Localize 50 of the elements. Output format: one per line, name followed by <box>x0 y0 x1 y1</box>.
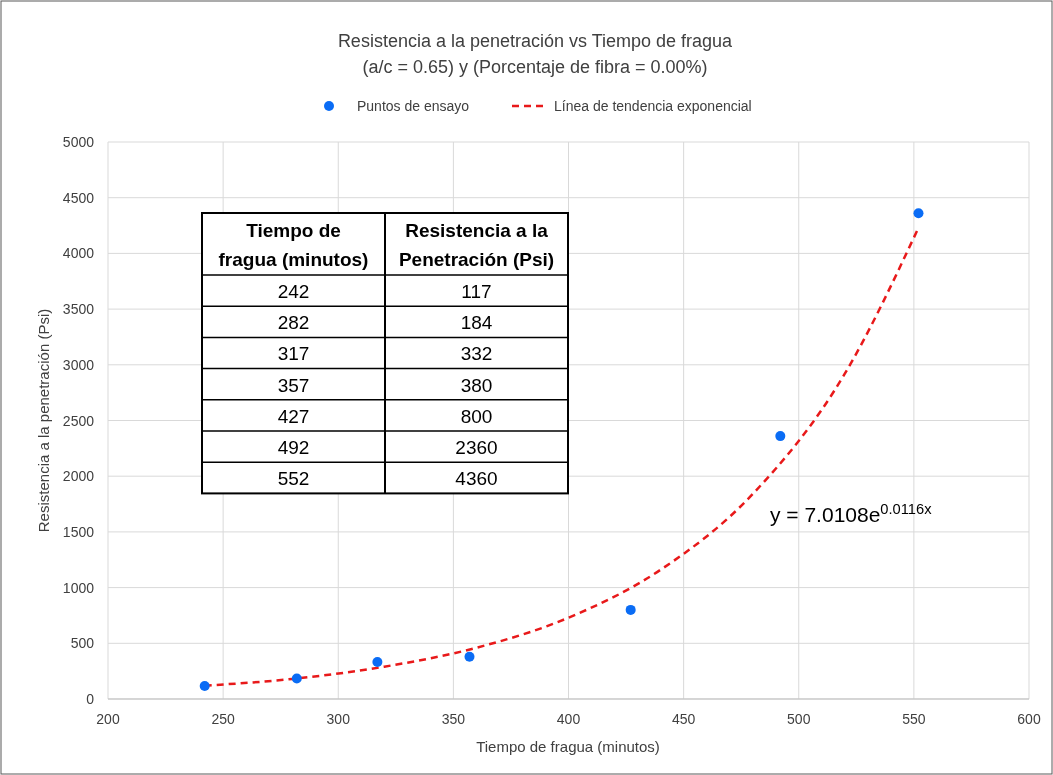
y-tick-label: 2500 <box>62 412 95 429</box>
annotation: Resistencia a la Penetración (Psi) <box>398 220 555 270</box>
point <box>464 651 475 662</box>
x-tick-label: 300 <box>326 711 351 727</box>
annotation: 2360 <box>455 437 498 458</box>
point <box>625 604 636 615</box>
x-tick-label: 200 <box>96 711 120 727</box>
annotation: 282 <box>277 312 310 334</box>
point <box>372 657 383 668</box>
x-tick-label: 500 <box>787 711 811 727</box>
point <box>291 673 302 684</box>
chart-subtitle: (a/c = 0.65) y (Porcentaje de fibra = 0.00%) <box>362 57 708 77</box>
annotation: Tiempo de fragua (minutos) <box>218 220 369 270</box>
y-tick-label: 4500 <box>62 189 95 206</box>
point <box>913 208 924 219</box>
y-tick-label: 3500 <box>62 301 95 318</box>
annotation: 357 <box>277 374 310 396</box>
y-axis-title: Resistencia a la penetración (Psi) <box>35 308 52 533</box>
chart-title: Resistencia a la penetración vs Tiempo de fragua <box>337 31 734 51</box>
annotation: 552 <box>277 468 310 490</box>
annotation: 317 <box>277 343 310 365</box>
point <box>199 680 210 691</box>
y-tick-label: 1000 <box>62 579 95 596</box>
x-tick-label: 400 <box>556 711 581 727</box>
y-tick-label: 2000 <box>62 468 95 485</box>
annotation: 117 <box>461 281 492 302</box>
legend-label: Línea de tendencia exponencial <box>554 98 752 114</box>
x-tick-label: 600 <box>1017 711 1041 727</box>
annotation: 4360 <box>455 468 498 490</box>
annotation: 427 <box>277 405 310 427</box>
y-tick-label: 500 <box>70 635 95 652</box>
y-tick-label: 3000 <box>62 356 95 373</box>
annotation: 492 <box>277 437 310 458</box>
y-tick-label: 1500 <box>62 523 95 540</box>
x-tick-label: 350 <box>441 711 466 727</box>
annotation: 242 <box>277 281 310 302</box>
y-tick-label: 5000 <box>62 134 95 150</box>
y-tick-label: 4000 <box>62 245 95 262</box>
x-tick-label: 450 <box>671 711 696 727</box>
annotation: 332 <box>460 343 493 365</box>
annotation: 184 <box>460 312 493 334</box>
point <box>775 431 786 442</box>
x-axis-title: Tiempo de fragua (minutos) <box>476 738 660 755</box>
x-tick-label: 250 <box>211 711 236 727</box>
legend-label: Puntos de ensayo <box>357 98 470 114</box>
annotation: 380 <box>460 374 493 396</box>
annotation: y = 7.0108e$^{0.0116x}$ <box>770 501 933 526</box>
x-tick-label: 550 <box>902 711 926 727</box>
y-tick-label: 0 <box>86 691 95 707</box>
annotation: 800 <box>460 405 493 427</box>
